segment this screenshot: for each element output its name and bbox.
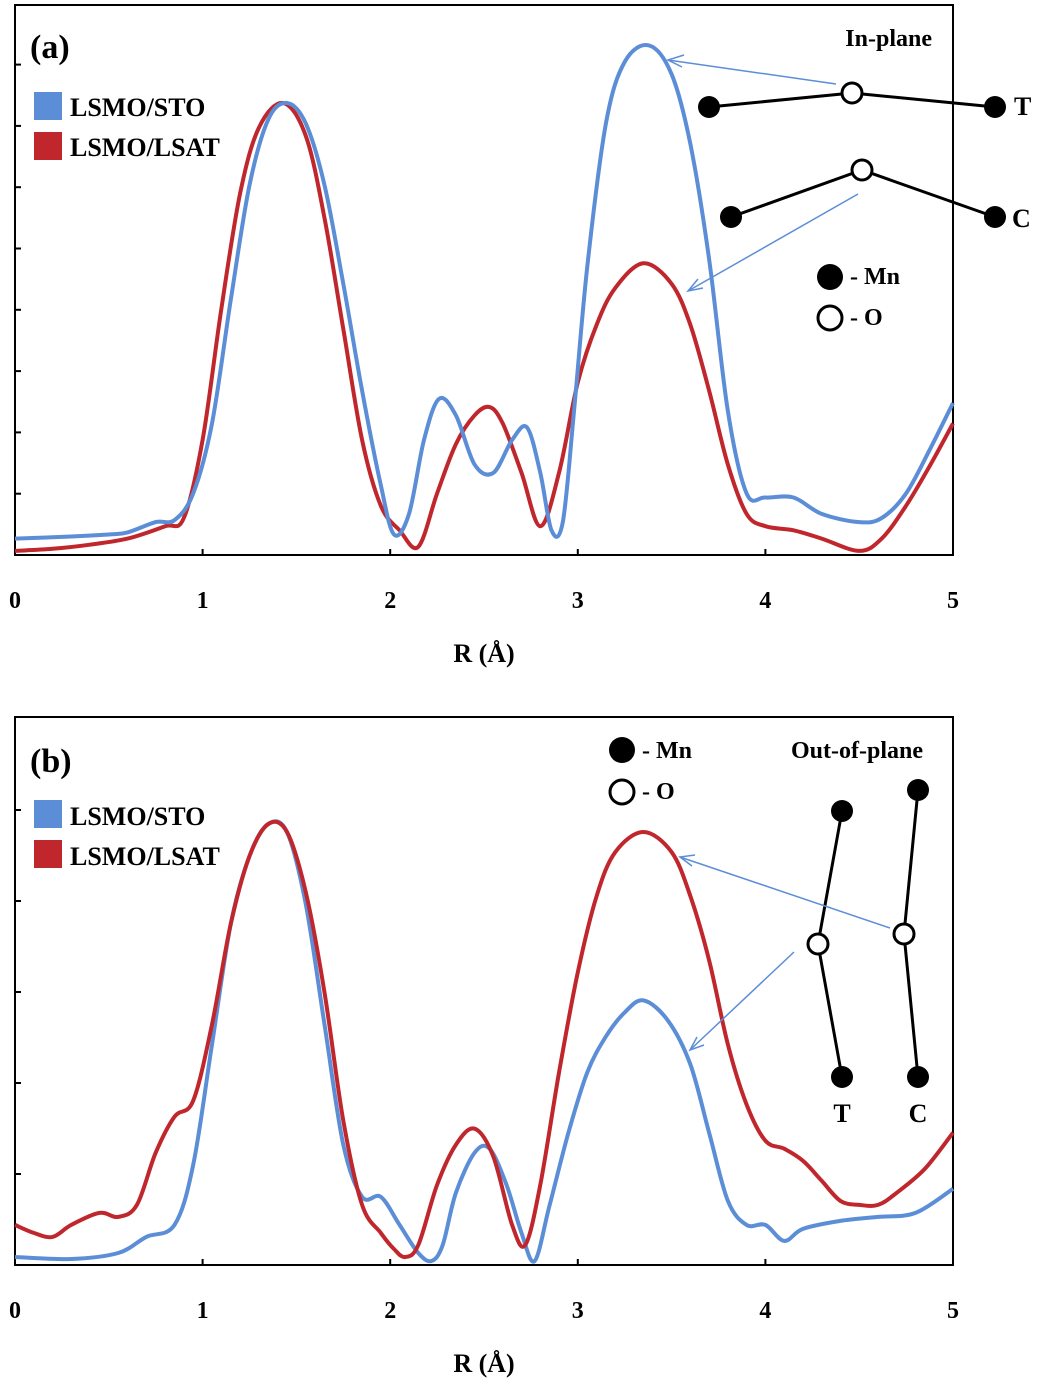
y-ticks-b xyxy=(15,809,21,1175)
chain-label-c-a: C xyxy=(1012,204,1031,233)
series-b xyxy=(14,819,955,1264)
inset-title-b: Out-of-plane xyxy=(791,738,923,764)
x-tick-label: 4 xyxy=(759,1298,771,1324)
x-ticks-b: 0 1 2 3 4 5 xyxy=(9,1259,959,1324)
o-atom xyxy=(806,932,830,956)
o-legend-label-b: - O xyxy=(642,779,675,805)
x-tick-label: 5 xyxy=(947,588,959,614)
arrow-head xyxy=(678,854,696,867)
x-tick-label: 4 xyxy=(759,588,771,614)
panel-label-b: (b) xyxy=(30,743,72,780)
x-tick-label: 5 xyxy=(947,1298,959,1324)
o-legend-icon xyxy=(816,304,844,332)
legend-label-lsmo-lsat: LSMO/LSAT xyxy=(70,133,220,162)
o-legend-icon xyxy=(608,778,636,806)
x-tick-label: 1 xyxy=(197,588,209,614)
series-line-lsmo-lsat xyxy=(14,819,955,1260)
mn-atom xyxy=(907,779,929,801)
x-tick-label: 2 xyxy=(384,1298,396,1324)
arrow-to-sto-peak xyxy=(667,59,837,85)
series-line-lsmo-sto xyxy=(14,819,955,1264)
chain-label-t-a: T xyxy=(1014,92,1031,121)
mn-atom xyxy=(698,96,720,118)
plot-frame-b xyxy=(14,716,954,1266)
arrow-to-sto-peak xyxy=(689,951,795,1051)
mn-atom xyxy=(984,206,1006,228)
mn-legend-icon xyxy=(817,264,843,290)
legend-swatch-lsmo-sto xyxy=(34,800,62,828)
legend-a: LSMO/STO LSMO/LSAT xyxy=(34,92,220,162)
x-axis-label-a: R (Å) xyxy=(453,639,514,668)
legend-label-lsmo-sto: LSMO/STO xyxy=(70,802,205,831)
legend-label-lsmo-sto: LSMO/STO xyxy=(70,93,205,122)
x-tick-label: 0 xyxy=(9,588,21,614)
panel-b: 0 1 2 3 4 5 (b) R (Å) LSMO/STO LSMO/LSAT - Mn… xyxy=(9,716,959,1378)
panel-label-a: (a) xyxy=(30,29,70,66)
legend-b: LSMO/STO LSMO/LSAT xyxy=(34,800,220,871)
x-ticks-a: 0 1 2 3 4 5 xyxy=(9,549,959,614)
arrow-to-lsat-peak xyxy=(679,856,891,929)
mn-atom xyxy=(984,96,1006,118)
o-legend-label-a: - O xyxy=(850,305,883,331)
series-line-lsmo-sto xyxy=(14,43,955,541)
x-tick-label: 1 xyxy=(197,1298,209,1324)
series-a xyxy=(14,43,955,553)
mn-atom xyxy=(907,1066,929,1088)
mn-atom xyxy=(720,206,742,228)
inset-title-a: In-plane xyxy=(845,26,932,52)
arrow-head xyxy=(688,1036,705,1052)
x-tick-label: 3 xyxy=(572,588,584,614)
mn-legend-icon xyxy=(609,737,635,763)
o-atom xyxy=(850,158,874,182)
mn-atom xyxy=(831,800,853,822)
legend-swatch-lsmo-lsat xyxy=(34,132,62,160)
chain-label-t-b: T xyxy=(833,1099,850,1128)
mn-legend-label-a: - Mn xyxy=(850,264,900,290)
plot-frame-a xyxy=(14,4,954,556)
arrow-head xyxy=(686,278,704,293)
o-atom xyxy=(892,922,916,946)
x-tick-label: 0 xyxy=(9,1298,21,1324)
mn-legend-label-b: - Mn xyxy=(642,738,692,764)
o-atom xyxy=(840,81,864,105)
x-tick-label: 2 xyxy=(384,588,396,614)
x-tick-label: 3 xyxy=(572,1298,584,1324)
legend-swatch-lsmo-lsat xyxy=(34,840,62,868)
arrow-head xyxy=(666,54,685,68)
x-axis-label-b: R (Å) xyxy=(453,1349,514,1378)
series-line-lsmo-lsat xyxy=(14,100,955,553)
legend-swatch-lsmo-sto xyxy=(34,92,62,120)
panel-a: 0 1 2 3 4 5 (a) R (Å) LSMO/STO LSMO/LSAT In-p… xyxy=(9,4,1031,668)
chain-label-c-b: C xyxy=(909,1099,928,1128)
legend-label-lsmo-lsat: LSMO/LSAT xyxy=(70,842,220,871)
arrow-to-lsat-peak xyxy=(687,193,859,292)
inset-out-of-plane: - Mn - O Out-of-plane T C xyxy=(608,737,929,1128)
mn-atom xyxy=(831,1066,853,1088)
y-ticks-a xyxy=(15,63,21,495)
inset-in-plane: In-plane T C - Mn - O xyxy=(666,26,1031,332)
